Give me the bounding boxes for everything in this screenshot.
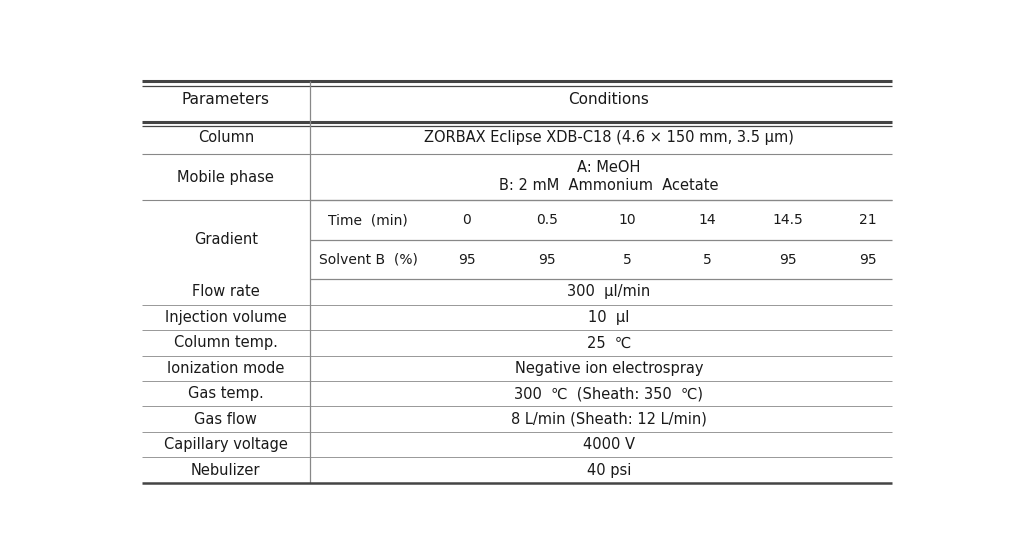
Text: Mobile phase: Mobile phase (178, 170, 274, 185)
Text: B: 2 mM  Ammonium  Acetate: B: 2 mM Ammonium Acetate (499, 178, 718, 193)
Text: 5: 5 (703, 253, 711, 267)
Text: 95: 95 (458, 253, 475, 267)
Text: Gas temp.: Gas temp. (188, 386, 263, 401)
Text: Solvent B  (%): Solvent B (%) (319, 253, 418, 267)
Text: Ionization mode: Ionization mode (167, 361, 285, 376)
Text: 4000 V: 4000 V (583, 437, 635, 452)
Text: 8 L/min (Sheath: 12 L/min): 8 L/min (Sheath: 12 L/min) (511, 411, 707, 427)
Text: 5: 5 (623, 253, 632, 267)
Text: Gas flow: Gas flow (195, 411, 257, 427)
Text: 25  ℃: 25 ℃ (587, 335, 631, 351)
Text: 10: 10 (619, 213, 636, 227)
Text: 95: 95 (859, 253, 877, 267)
Text: Capillary voltage: Capillary voltage (163, 437, 288, 452)
Text: Flow rate: Flow rate (192, 284, 259, 300)
Text: Injection volume: Injection volume (164, 310, 287, 325)
Text: Negative ion electrospray: Negative ion electrospray (515, 361, 703, 376)
Text: 40 psi: 40 psi (587, 462, 632, 478)
Text: A: MeOH: A: MeOH (577, 160, 641, 175)
Text: Parameters: Parameters (182, 92, 269, 107)
Text: Column temp.: Column temp. (174, 335, 277, 351)
Text: 0: 0 (462, 213, 471, 227)
Text: Conditions: Conditions (568, 92, 650, 107)
Text: Time  (min): Time (min) (328, 213, 408, 227)
Text: 300  ℃  (Sheath: 350  ℃): 300 ℃ (Sheath: 350 ℃) (515, 386, 703, 401)
Text: 14: 14 (698, 213, 716, 227)
Text: 95: 95 (779, 253, 796, 267)
Text: Nebulizer: Nebulizer (191, 462, 260, 478)
Text: 14.5: 14.5 (772, 213, 803, 227)
Text: 10  μl: 10 μl (588, 310, 630, 325)
Text: Gradient: Gradient (194, 232, 258, 247)
Text: 95: 95 (538, 253, 556, 267)
Text: ZORBAX Eclipse XDB-C18 (4.6 × 150 mm, 3.5 μm): ZORBAX Eclipse XDB-C18 (4.6 × 150 mm, 3.… (424, 130, 794, 145)
Text: 21: 21 (859, 213, 877, 227)
Text: 0.5: 0.5 (536, 213, 558, 227)
Text: 300  μl/min: 300 μl/min (567, 284, 651, 300)
Text: Column: Column (198, 130, 254, 145)
